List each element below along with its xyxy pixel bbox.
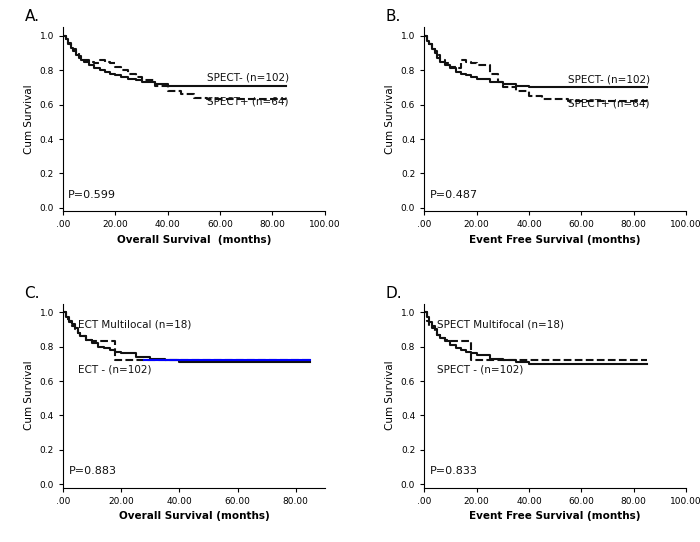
X-axis label: Event Free Survival (months): Event Free Survival (months): [470, 512, 641, 521]
Text: SPECT+ (n=64): SPECT+ (n=64): [568, 98, 650, 108]
Text: ECT - (n=102): ECT - (n=102): [78, 364, 151, 375]
Text: SPECT - (n=102): SPECT - (n=102): [438, 364, 524, 375]
X-axis label: Overall Survival  (months): Overall Survival (months): [117, 235, 271, 245]
Y-axis label: Cum Survival: Cum Survival: [385, 85, 396, 154]
Text: SPECT- (n=102): SPECT- (n=102): [568, 74, 650, 84]
X-axis label: Overall Survival (months): Overall Survival (months): [118, 512, 270, 521]
Y-axis label: Cum Survival: Cum Survival: [24, 85, 34, 154]
Text: B.: B.: [386, 9, 401, 24]
Text: SPECT Multifocal (n=18): SPECT Multifocal (n=18): [438, 320, 564, 330]
X-axis label: Event Free Survival (months): Event Free Survival (months): [470, 235, 641, 245]
Y-axis label: Cum Survival: Cum Survival: [24, 361, 34, 430]
Text: A.: A.: [25, 9, 39, 24]
Text: ECT Multilocal (n=18): ECT Multilocal (n=18): [78, 320, 191, 330]
Text: D.: D.: [386, 286, 402, 301]
Text: P=0.883: P=0.883: [69, 466, 117, 476]
Text: C.: C.: [25, 286, 40, 301]
Text: SPECT- (n=102): SPECT- (n=102): [207, 73, 289, 82]
Text: P=0.487: P=0.487: [430, 190, 477, 199]
Text: P=0.833: P=0.833: [430, 466, 477, 476]
Y-axis label: Cum Survival: Cum Survival: [385, 361, 396, 430]
Text: P=0.599: P=0.599: [68, 190, 116, 199]
Text: SPECT+ (n=64): SPECT+ (n=64): [207, 96, 288, 107]
